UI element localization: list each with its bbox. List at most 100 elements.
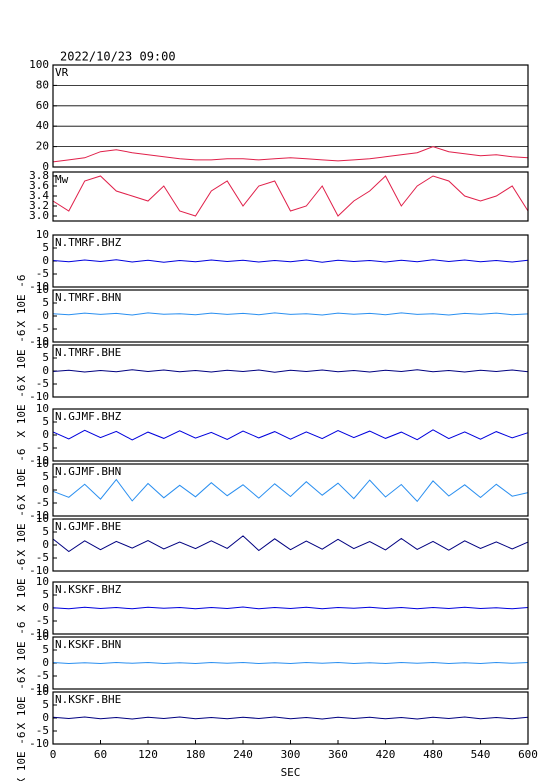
y-axis-label: X 10E -6 [15,622,28,675]
x-tick-label: 540 [471,748,491,761]
x-tick-label: 360 [328,748,348,761]
y-tick-label: -10 [29,390,49,403]
panel-label: N.GJMF.BHZ [55,410,122,423]
line [52,716,529,720]
y-tick-label: 10 [36,457,49,470]
x-tick-label: 420 [376,748,396,761]
x-axis-label: SEC [281,766,301,779]
line [52,369,529,373]
y-axis-label: X 10E -6 [15,732,28,781]
y-axis-label: X 10E -6 [15,677,28,730]
line [52,429,529,441]
y-tick-label: 80 [36,78,49,91]
panel-frame [52,636,529,690]
y-tick-label: 10 [36,575,49,588]
panel-label: N.TMRF.BHZ [55,236,122,249]
panel-label: Mw [55,173,69,186]
y-tick-label: -10 [29,335,49,348]
y-tick-label: -5 [36,551,49,564]
y-tick-label: 0 [42,364,49,377]
y-tick-label: -10 [29,509,49,522]
y-axis-label: X 10E -6 [15,275,28,328]
y-tick-label: -10 [29,280,49,293]
y-tick-label: -10 [29,737,49,750]
x-tick-label: 300 [281,748,301,761]
panel-frame [52,463,529,517]
y-tick-label: -5 [36,377,49,390]
y-tick-label: 5 [42,351,49,364]
panel-label: N.GJMF.BHN [55,465,121,478]
y-tick-label: 5 [42,241,49,254]
y-tick-label: -5 [36,614,49,627]
y-tick-label: 0 [42,656,49,669]
y-tick-label: 3.0 [29,209,49,222]
y-tick-label: 10 [36,283,49,296]
x-tick-label: 240 [233,748,253,761]
y-tick-label: 60 [36,99,49,112]
y-tick-label: 5 [42,296,49,309]
y-tick-label: 5 [42,643,49,656]
y-tick-label: 10 [36,685,49,698]
panel-label: N.KSKF.BHN [55,638,121,651]
panel-label: N.GJMF.BHE [55,520,121,533]
y-tick-label: -10 [29,627,49,640]
line [52,535,529,553]
line [52,478,529,503]
y-tick-label: -10 [29,564,49,577]
y-tick-label: 40 [36,119,49,132]
panel-label: N.KSKF.BHZ [55,583,122,596]
y-tick-label: 10 [36,338,49,351]
panel-label: N.TMRF.BHE [55,346,121,359]
y-axis-label: X 10E -6 [15,504,28,557]
y-tick-label: 10 [36,512,49,525]
y-tick-label: 0 [42,160,49,173]
y-tick-label: 0 [42,254,49,267]
y-tick-label: -5 [36,441,49,454]
y-tick-label: 10 [36,402,49,415]
chart-title: 2022/10/23 09:00 [60,50,176,64]
y-tick-label: 5 [42,698,49,711]
x-tick-label: 120 [138,748,158,761]
x-tick-label: 60 [94,748,107,761]
y-tick-label: 5 [42,588,49,601]
y-tick-label: 3.2 [29,199,49,212]
y-tick-label: 3.8 [29,169,49,182]
y-tick-label: 0 [42,309,49,322]
panel-label: VR [55,66,69,79]
panel-frame [52,581,529,635]
y-tick-label: -5 [36,669,49,682]
y-tick-label: -5 [36,267,49,280]
line [52,606,529,610]
y-tick-label: 5 [42,470,49,483]
y-tick-label: 0 [42,711,49,724]
y-tick-label: 0 [42,428,49,441]
y-axis-label: X 10E -6 [15,559,28,612]
y-tick-label: 0 [42,538,49,551]
y-tick-label: 20 [36,140,49,153]
panel-frame [52,518,529,572]
panel-label: N.KSKF.BHE [55,693,121,706]
line [52,175,529,217]
y-tick-label: -5 [36,724,49,737]
panel-frame [52,234,529,288]
line [52,146,529,163]
x-tick-label: 0 [50,748,57,761]
y-tick-label: 100 [29,58,49,71]
y-tick-label: 5 [42,525,49,538]
line [52,661,529,665]
line [52,312,529,316]
x-tick-label: 180 [186,748,206,761]
panel-frame [52,171,529,222]
x-tick-label: 480 [423,748,443,761]
panel-frame [52,64,529,168]
y-axis-label: X 10E -6 [15,449,28,502]
y-tick-label: 5 [42,415,49,428]
x-tick-label: 600 [518,748,538,761]
y-tick-label: 3.4 [29,189,49,202]
y-tick-label: 0 [42,483,49,496]
y-tick-label: -10 [29,682,49,695]
y-tick-label: 3.6 [29,179,49,192]
panel-label: N.TMRF.BHN [55,291,121,304]
y-tick-label: -5 [36,322,49,335]
